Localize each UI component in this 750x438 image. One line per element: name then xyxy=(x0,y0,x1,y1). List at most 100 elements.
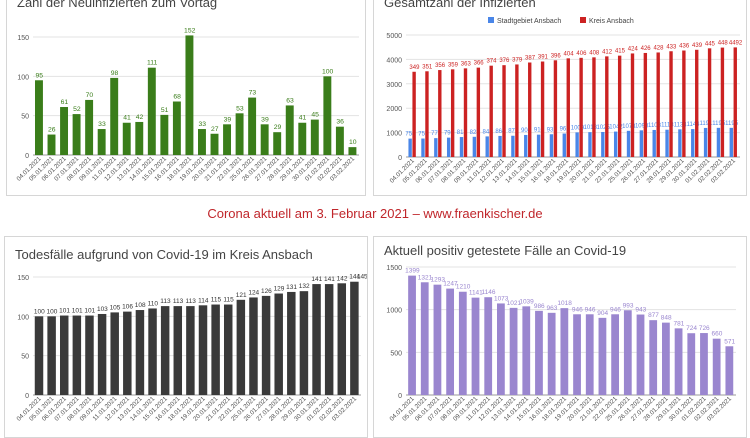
bar xyxy=(528,62,532,158)
data-label: 406 xyxy=(576,51,587,57)
bar xyxy=(522,306,531,395)
data-label: 131 xyxy=(286,284,297,291)
chart-plot: 0 500 1000 1500 1399132112931247121011411146… xyxy=(386,265,736,423)
bar xyxy=(446,288,455,395)
bar xyxy=(248,97,257,155)
bar xyxy=(47,134,56,155)
bar xyxy=(198,305,208,395)
bar xyxy=(348,147,357,155)
data-label: 963 xyxy=(547,305,558,312)
bar xyxy=(185,35,194,155)
bar xyxy=(434,138,438,157)
bar xyxy=(110,312,119,395)
data-label: 52 xyxy=(73,106,81,113)
bar xyxy=(110,77,119,155)
bar xyxy=(511,135,515,157)
data-label: 916 xyxy=(534,128,545,134)
bar xyxy=(560,308,569,395)
bar xyxy=(235,113,244,155)
legend-swatch xyxy=(488,17,494,23)
chart-deaths: Todesfälle aufgrund von Covid-19 im Krei… xyxy=(4,236,368,438)
data-label: 404 xyxy=(564,51,575,57)
data-label: 864 xyxy=(495,129,506,135)
data-label: 101 xyxy=(84,308,95,315)
bar xyxy=(433,284,442,395)
bar xyxy=(669,51,673,158)
bar xyxy=(122,122,131,155)
data-label: 113 xyxy=(173,298,184,305)
y-tick-label: 0 xyxy=(398,393,402,400)
bar xyxy=(665,129,669,157)
bar xyxy=(446,137,451,157)
bar xyxy=(484,297,493,395)
bar xyxy=(695,49,699,157)
data-label: 351 xyxy=(422,64,433,70)
data-label: 1018 xyxy=(584,125,598,131)
bar xyxy=(497,303,505,395)
data-label: 113 xyxy=(186,298,197,305)
data-label: 396 xyxy=(551,53,562,59)
bar xyxy=(47,316,56,395)
data-label: 374 xyxy=(486,59,497,65)
bar xyxy=(656,52,660,158)
bar xyxy=(729,127,733,157)
legend-label: Stadtgebiet Ansbach xyxy=(497,18,561,25)
data-label: 41 xyxy=(299,115,307,122)
data-label: 660 xyxy=(712,331,723,338)
data-label: 1134 xyxy=(674,122,688,128)
bar xyxy=(323,76,332,155)
data-label: 100 xyxy=(34,308,45,315)
bar xyxy=(59,315,69,395)
bar xyxy=(476,67,481,157)
data-label: 101 xyxy=(59,308,70,315)
data-label: 1039 xyxy=(519,298,534,305)
bar xyxy=(223,304,233,395)
caption: Corona aktuell am 3. Februar 2021 – www.… xyxy=(207,206,543,221)
data-label: 724 xyxy=(686,325,697,332)
bar xyxy=(485,136,489,157)
bar xyxy=(299,291,309,395)
data-label: 904 xyxy=(521,128,532,134)
data-label: 45 xyxy=(311,112,319,119)
data-label: 445 xyxy=(705,41,716,47)
data-label: 29 xyxy=(274,124,282,131)
data-label: 41 xyxy=(123,115,131,122)
data-label: 1073 xyxy=(494,295,509,302)
data-label: 132 xyxy=(299,283,310,290)
bar xyxy=(687,333,696,395)
data-label: 428 xyxy=(653,45,664,51)
y-tick-label: 100 xyxy=(17,74,29,81)
y-tick-label: 2000 xyxy=(386,106,402,113)
y-tick-label: 5000 xyxy=(386,33,402,40)
y-tick-label: 4000 xyxy=(386,57,402,64)
data-label: 39 xyxy=(224,116,232,123)
bar xyxy=(273,132,282,155)
bar xyxy=(312,284,321,395)
data-label: 33 xyxy=(198,121,206,128)
data-label: 726 xyxy=(699,325,710,332)
bar xyxy=(260,124,269,155)
bar xyxy=(147,67,156,155)
data-label: 73 xyxy=(249,90,257,97)
bar xyxy=(535,310,543,395)
data-label: 145 xyxy=(357,274,367,281)
data-label: 871 xyxy=(508,129,519,135)
bar xyxy=(412,71,416,157)
bar xyxy=(335,126,344,155)
bar xyxy=(310,119,319,155)
data-label: 794 xyxy=(444,131,455,137)
data-label: 1195 xyxy=(725,121,739,127)
data-label: 844 xyxy=(483,129,494,135)
data-label: 754 xyxy=(405,132,416,138)
data-label: 1191 xyxy=(699,121,713,127)
bar xyxy=(598,317,607,395)
bar xyxy=(623,310,632,395)
bar xyxy=(463,68,468,157)
bar xyxy=(459,137,464,157)
data-label: 10 xyxy=(349,139,357,146)
data-label: 26 xyxy=(48,127,56,134)
bar xyxy=(509,307,518,395)
data-label: 124 xyxy=(248,289,259,296)
data-label: 426 xyxy=(641,46,652,52)
chart-title: Aktuell positiv getestete Fälle an Covid… xyxy=(384,243,627,258)
